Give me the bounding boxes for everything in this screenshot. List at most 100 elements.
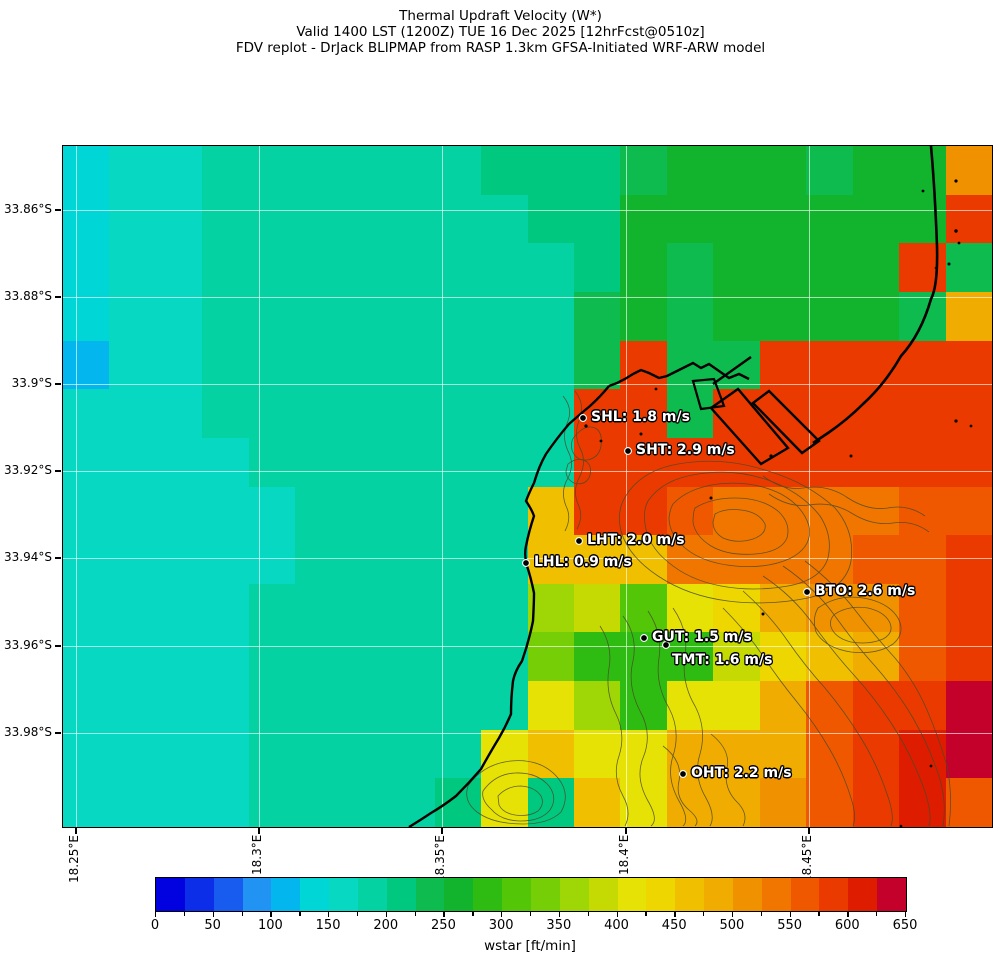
map-cell	[806, 389, 854, 439]
y-tick-mark	[55, 470, 61, 472]
map-cell	[620, 194, 668, 244]
map-cell	[248, 389, 296, 439]
map-cell	[63, 194, 110, 244]
y-tick-mark	[55, 557, 61, 559]
map-cell	[666, 486, 714, 536]
map-cell	[806, 291, 854, 342]
station-label-lht: LHT: 2.0 m/s	[587, 532, 685, 548]
map-cell	[202, 243, 250, 293]
map-cell	[295, 535, 343, 585]
colorbar-segment	[819, 878, 849, 911]
map-cell	[806, 486, 854, 536]
station-label-gut: GUT: 1.5 m/s	[652, 629, 752, 645]
map-cell	[341, 583, 389, 633]
map-cell	[945, 340, 993, 390]
colorbar-tick-mark	[328, 912, 330, 917]
map-cell	[945, 437, 993, 487]
gridline-lon	[626, 146, 627, 827]
map-cell	[481, 681, 528, 731]
map-cell	[620, 681, 668, 731]
map-cell	[295, 194, 343, 244]
map-cell	[481, 389, 528, 439]
map-cell	[527, 194, 575, 244]
map-cell	[759, 243, 807, 293]
map-cell	[388, 486, 436, 536]
map-cell	[295, 778, 343, 828]
station-dot-tmt	[662, 641, 670, 649]
islet-specks	[584, 179, 973, 827]
map-cell	[852, 632, 900, 682]
map-cell	[527, 291, 575, 342]
map-cell	[202, 194, 250, 244]
colorbar-tick-mark	[270, 912, 272, 917]
map-cell	[852, 437, 900, 487]
colorbar-tick-label: 400	[604, 918, 629, 933]
map-cell	[527, 243, 575, 293]
gridline-lat	[63, 210, 992, 211]
map-cell	[155, 243, 203, 293]
map-cell	[806, 243, 854, 293]
station-dot-shl	[579, 414, 587, 422]
colorbar-tick-mark	[212, 912, 214, 917]
map-cell	[620, 243, 668, 293]
map-cell	[341, 194, 389, 244]
gridline-lat	[63, 297, 992, 298]
map-cell	[202, 146, 250, 196]
map-cell	[109, 535, 157, 585]
map-cell	[155, 146, 203, 196]
colorbar-tick-mark	[501, 912, 503, 917]
map-cell	[713, 243, 761, 293]
map-cell	[202, 729, 250, 779]
colorbar-tick-mark	[876, 912, 878, 916]
map-cell	[388, 291, 436, 342]
map-cell	[248, 583, 296, 633]
map-cell	[573, 486, 621, 536]
colorbar-tick-mark	[472, 912, 474, 916]
map-cell	[341, 535, 389, 585]
map-cell	[155, 729, 203, 779]
colorbar-tick-label: 100	[257, 918, 283, 933]
colorbar-segment	[617, 878, 647, 911]
colorbar-segment	[704, 878, 733, 911]
colorbar-tick-label: 50	[204, 918, 221, 933]
map-cell	[899, 291, 947, 342]
map-cell	[109, 194, 157, 244]
map-cell	[481, 486, 528, 536]
colorbar-tick-mark	[414, 912, 416, 916]
colorbar-tick-mark	[847, 912, 849, 917]
map-cell	[573, 778, 621, 828]
seawall	[712, 356, 752, 385]
map-cell	[806, 340, 854, 390]
map-cell	[620, 535, 668, 585]
map-cell	[759, 583, 807, 633]
map-cell	[666, 291, 714, 342]
map-cell	[341, 243, 389, 293]
map-cell	[481, 437, 528, 487]
colorbar-segment	[559, 878, 589, 911]
map-cell	[63, 437, 110, 487]
map-cell	[573, 729, 621, 779]
colorbar-segment	[761, 878, 791, 911]
map-cell	[573, 583, 621, 633]
station-dot-lhl	[522, 559, 530, 567]
map-cell	[573, 194, 621, 244]
y-tick-label: 33.86°S	[4, 202, 52, 216]
map-cell	[620, 340, 668, 390]
colorbar-tick-label: 0	[150, 918, 160, 933]
map-cell	[899, 778, 947, 828]
map-cell	[852, 243, 900, 293]
harbor-basin	[691, 377, 726, 411]
colorbar-segment	[848, 878, 878, 911]
map-cell	[666, 632, 714, 682]
y-tick-label: 33.96°S	[4, 638, 52, 652]
map-cell	[248, 146, 296, 196]
map-cell	[63, 535, 110, 585]
map-cell	[527, 632, 575, 682]
map-cell	[202, 291, 250, 342]
map-cell	[295, 146, 343, 196]
colorbar-tick-label: 550	[777, 918, 803, 933]
map-cell	[155, 583, 203, 633]
map-cell	[666, 389, 714, 439]
map-cell	[109, 146, 157, 196]
map-cell	[248, 291, 296, 342]
